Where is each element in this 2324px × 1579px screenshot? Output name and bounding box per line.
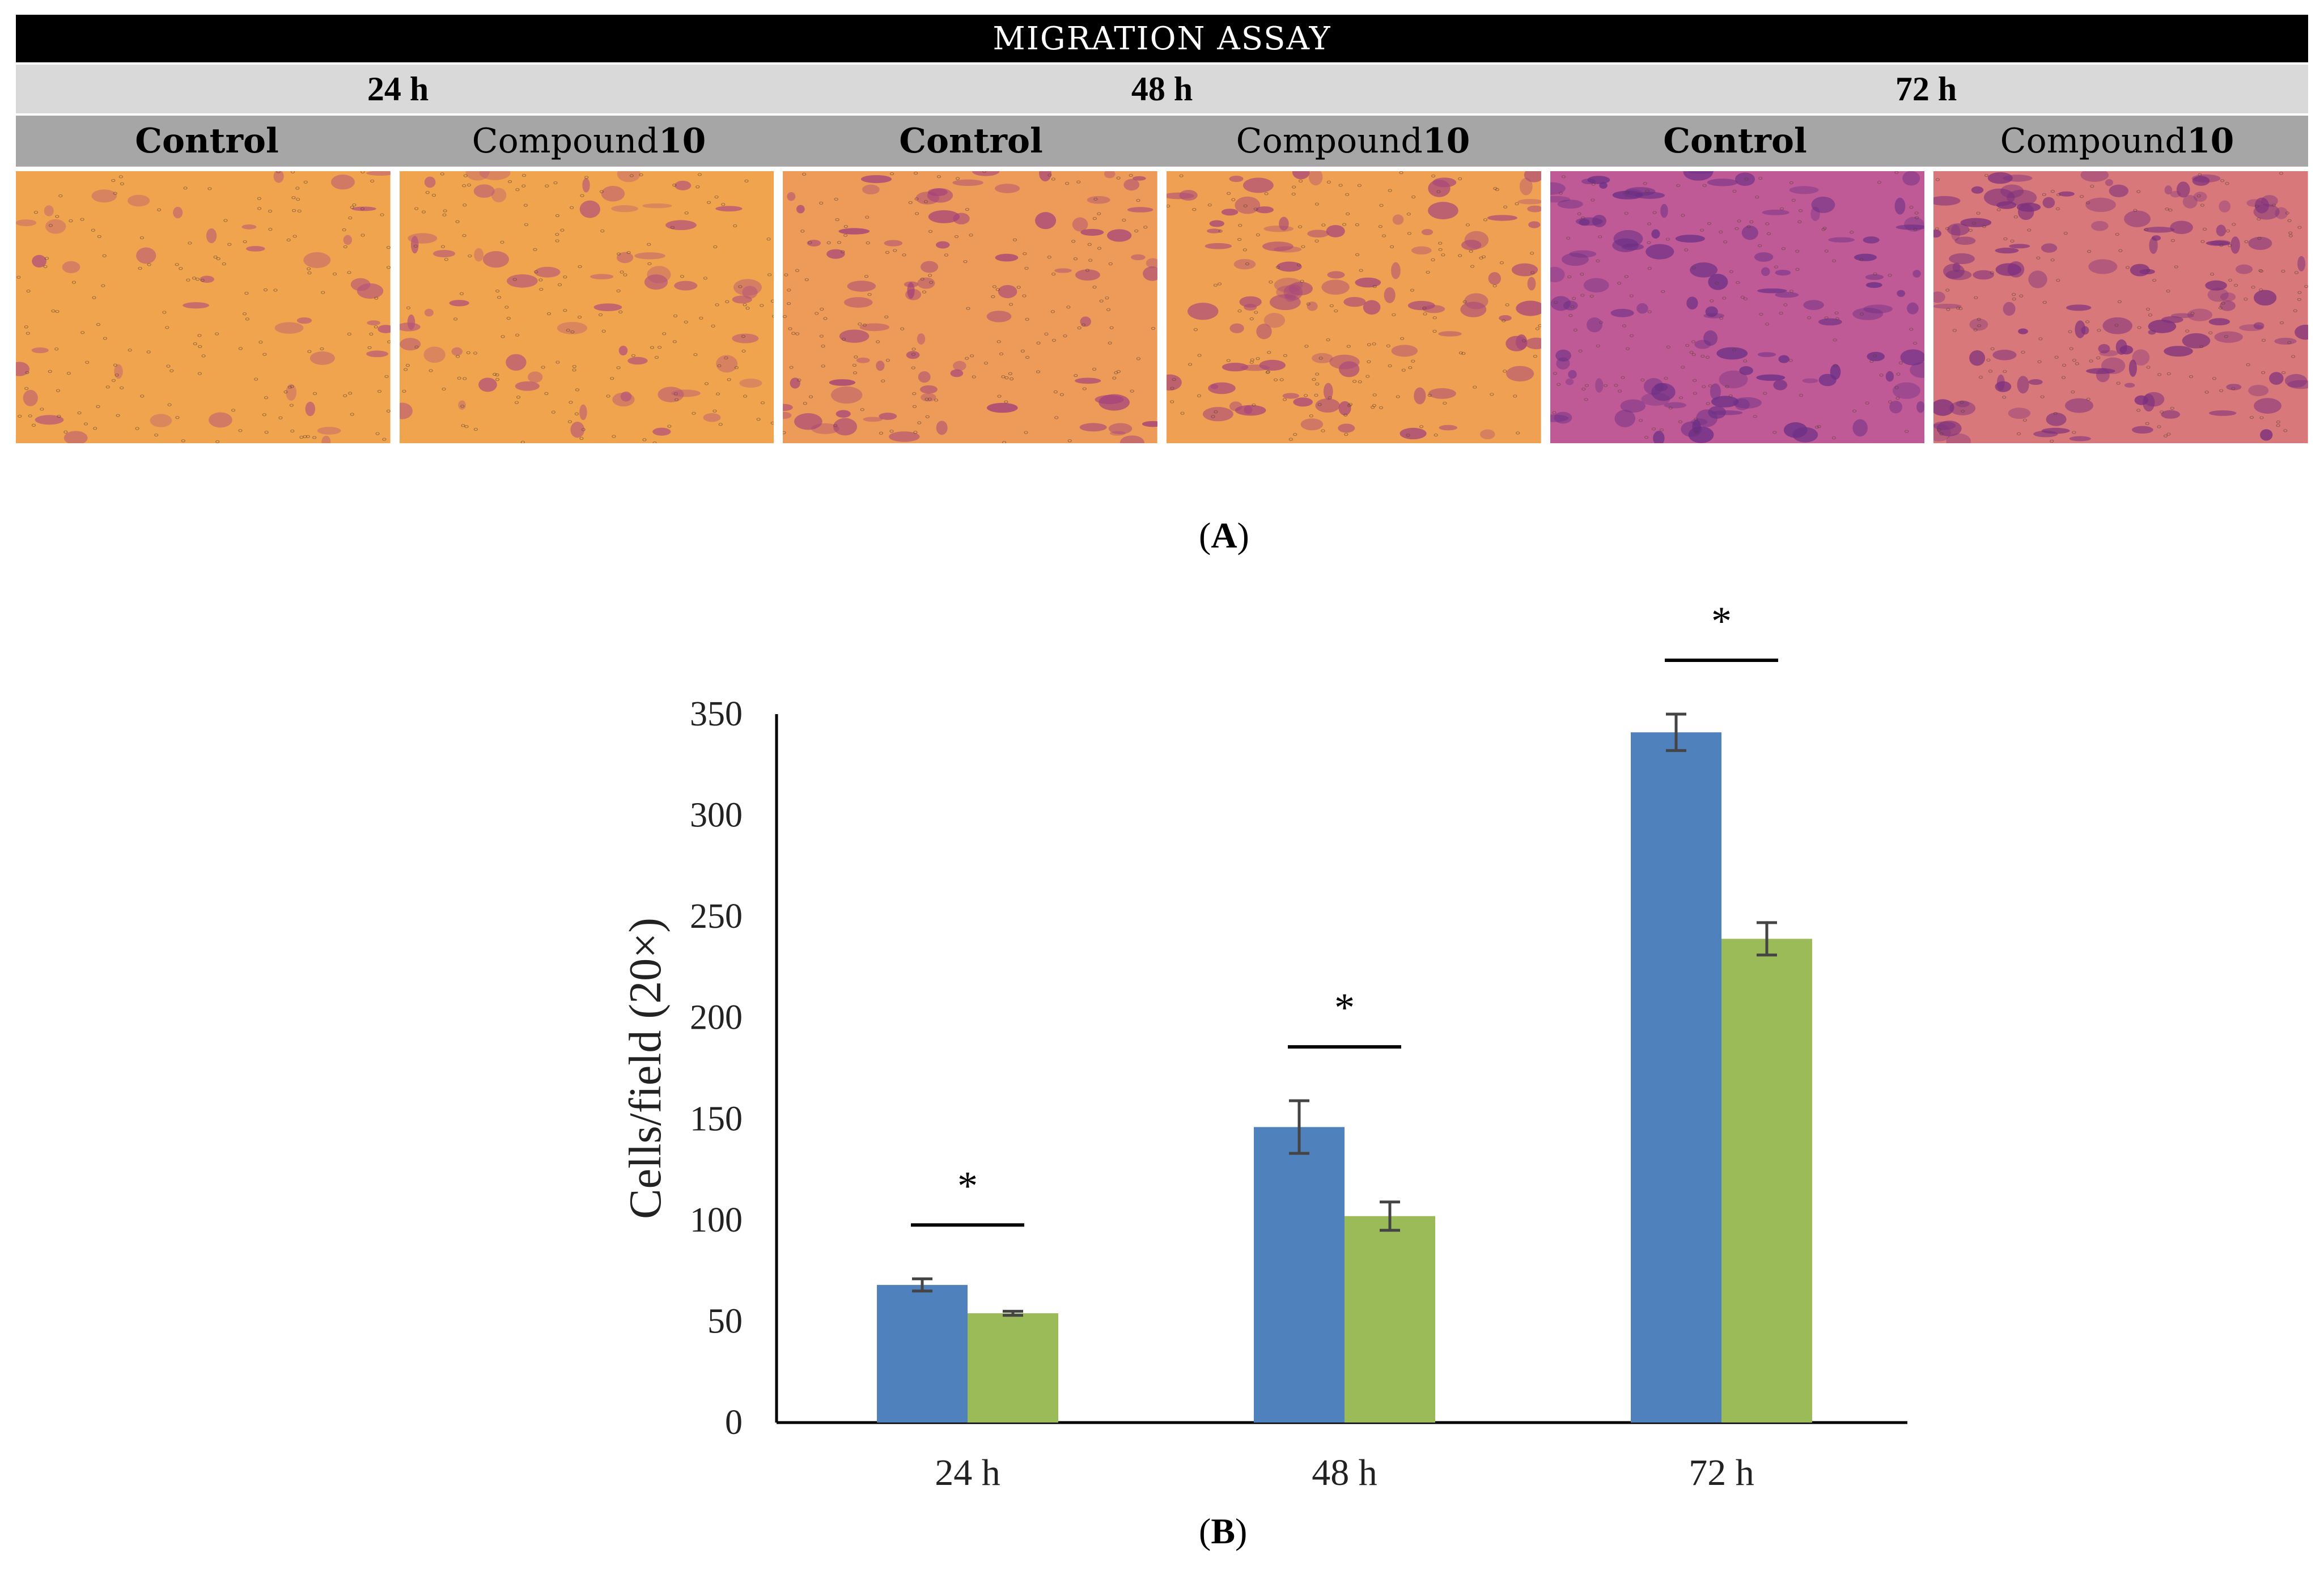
- condition-control-48h: Control: [899, 121, 1043, 161]
- significance-star: *: [1334, 985, 1355, 1030]
- condition-header-row: Control Compound 10 Control Compound 10 …: [16, 113, 2308, 167]
- bar-control-72h: [1631, 732, 1721, 1423]
- bar-compound-10-24h: [968, 1313, 1058, 1423]
- migration-assay-table: MIGRATION ASSAY 24 h 48 h 72 h Control C…: [16, 15, 2309, 443]
- y-tick-label: 200: [690, 999, 743, 1037]
- time-header-72h: 72 h: [1895, 70, 1957, 108]
- micrograph-24h-control: [16, 171, 391, 443]
- y-tick-label: 350: [690, 695, 743, 733]
- y-axis-label: Cells/field (20×): [621, 918, 671, 1219]
- time-header-48h: 48 h: [1131, 70, 1193, 108]
- condition-compound-24h: Compound 10: [472, 121, 706, 161]
- y-tick-label: 150: [690, 1100, 743, 1138]
- condition-compound-48h: Compound 10: [1236, 121, 1470, 161]
- y-tick-label: 100: [690, 1201, 743, 1240]
- time-header-24h: 24 h: [367, 70, 429, 108]
- significance-star: *: [957, 1163, 978, 1208]
- micrograph-24h-compound: [399, 171, 774, 443]
- micrograph-48h-compound: [1167, 171, 1541, 443]
- caption-b: (B): [1199, 1511, 1248, 1551]
- x-tick-label: 72 h: [1689, 1452, 1754, 1493]
- y-tick-label: 0: [725, 1403, 743, 1442]
- y-tick-label: 50: [707, 1302, 743, 1340]
- bar-control-48h: [1254, 1127, 1345, 1423]
- caption-a: (A): [1199, 515, 1249, 555]
- bar-compound-10-48h: [1345, 1216, 1435, 1423]
- condition-control-72h: Control: [1663, 121, 1807, 161]
- y-tick-label: 300: [690, 796, 743, 835]
- micrograph-72h-compound: [1933, 171, 2309, 443]
- time-header-row: 24 h 48 h 72 h: [16, 62, 2308, 113]
- condition-compound-72h: Compound 10: [2000, 121, 2234, 161]
- micrograph-48h-control: [783, 171, 1158, 443]
- condition-control-24h: Control: [135, 121, 279, 161]
- x-tick-label: 24 h: [935, 1452, 1000, 1493]
- micrograph-72h-control: [1550, 171, 1925, 443]
- bar-control-24h: [877, 1285, 968, 1423]
- y-tick-label: 250: [690, 897, 743, 936]
- assay-title: MIGRATION ASSAY: [16, 15, 2308, 62]
- x-tick-label: 48 h: [1312, 1452, 1377, 1493]
- bar-compound-10-72h: [1721, 939, 1812, 1423]
- significance-star: *: [1711, 599, 1732, 644]
- micrograph-row: [16, 171, 2309, 443]
